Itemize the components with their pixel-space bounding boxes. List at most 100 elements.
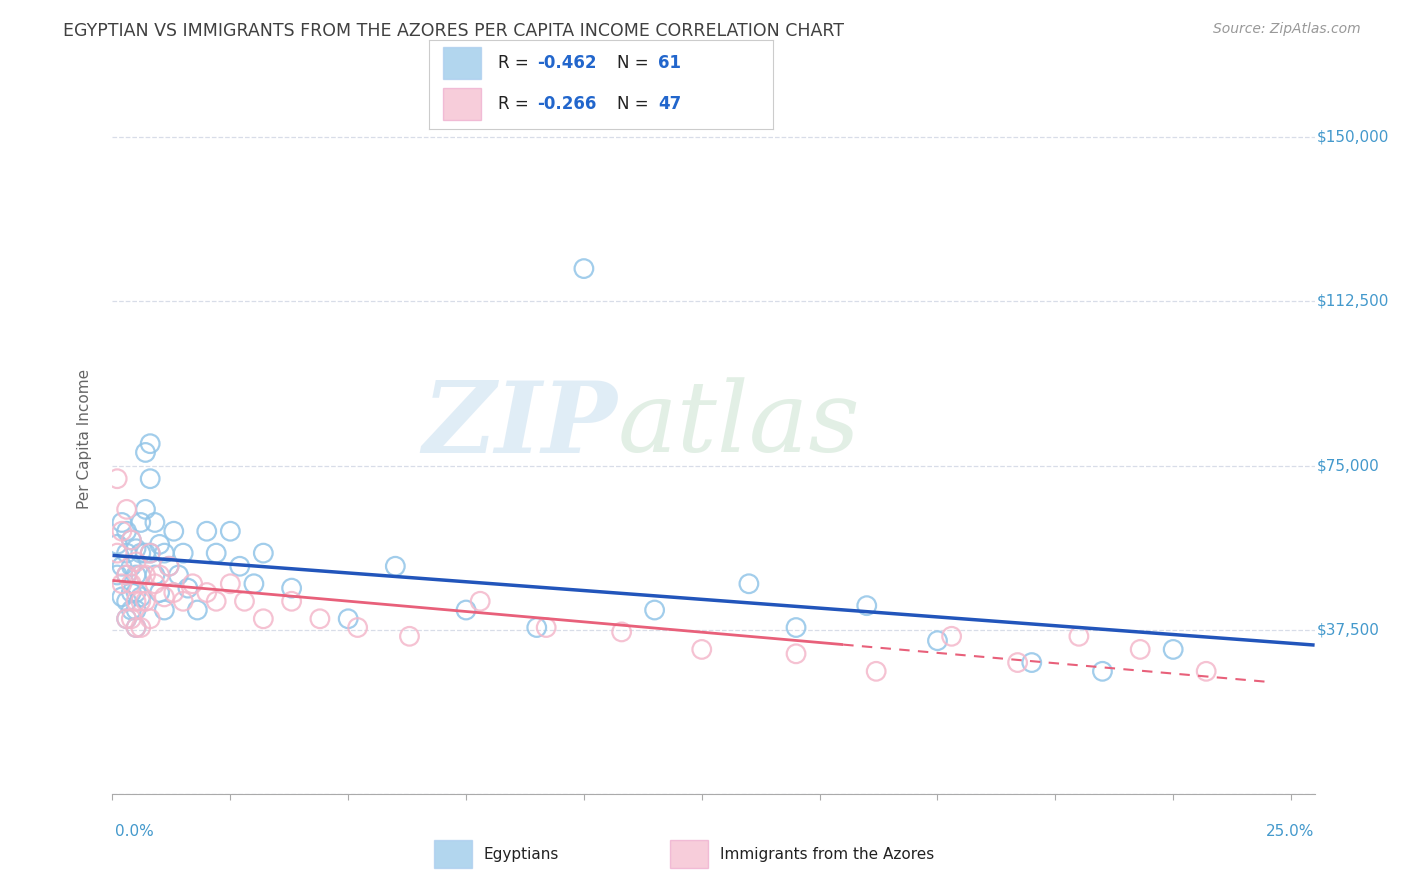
Text: -0.462: -0.462 <box>537 54 596 72</box>
Bar <box>669 840 709 868</box>
Point <box>233 594 256 608</box>
Point <box>139 546 162 560</box>
Point <box>139 546 162 560</box>
Point <box>143 568 166 582</box>
Point <box>139 472 162 486</box>
Text: 0.0%: 0.0% <box>115 824 155 838</box>
Point <box>153 603 176 617</box>
Text: $37,500: $37,500 <box>1317 623 1379 637</box>
Point <box>205 594 228 608</box>
Text: Source: ZipAtlas.com: Source: ZipAtlas.com <box>1213 22 1361 37</box>
Point <box>129 590 152 604</box>
Point <box>572 261 595 276</box>
Point <box>690 642 713 657</box>
Point <box>454 603 477 617</box>
Point <box>111 516 134 530</box>
Bar <box>443 47 481 79</box>
Point <box>309 612 332 626</box>
Y-axis label: Per Capita Income: Per Capita Income <box>77 369 91 509</box>
Point <box>134 445 156 459</box>
Point <box>644 603 666 617</box>
Point <box>153 546 176 560</box>
Point <box>139 612 162 626</box>
Point <box>143 576 166 591</box>
Point <box>134 594 156 608</box>
Point <box>115 524 138 539</box>
Text: ZIP: ZIP <box>422 377 617 474</box>
Point <box>195 585 218 599</box>
Point <box>163 524 186 539</box>
Point <box>526 621 548 635</box>
Point <box>105 546 128 560</box>
Point <box>105 472 128 486</box>
Bar <box>443 88 481 120</box>
Point <box>129 546 152 560</box>
Point <box>280 581 302 595</box>
Point <box>149 568 172 582</box>
Text: 25.0%: 25.0% <box>1267 824 1315 838</box>
Text: Immigrants from the Azores: Immigrants from the Azores <box>720 847 934 862</box>
Point <box>229 559 252 574</box>
Point <box>252 546 274 560</box>
Point <box>1091 665 1114 679</box>
Text: R =: R = <box>498 95 534 113</box>
Point <box>125 603 148 617</box>
Text: Egyptians: Egyptians <box>484 847 560 862</box>
Point <box>865 665 887 679</box>
Point <box>186 603 208 617</box>
Point <box>120 576 142 591</box>
Point <box>1161 642 1184 657</box>
Text: atlas: atlas <box>617 377 860 473</box>
Point <box>167 568 190 582</box>
Point <box>120 603 142 617</box>
Point <box>129 621 152 635</box>
Point <box>153 590 176 604</box>
Point <box>125 594 148 608</box>
Point <box>139 436 162 450</box>
Point <box>177 581 200 595</box>
Point <box>111 590 134 604</box>
Point <box>219 524 242 539</box>
Point <box>157 559 180 574</box>
Bar <box>433 840 472 868</box>
Point <box>125 568 148 582</box>
Point <box>125 585 148 599</box>
Point <box>120 533 142 547</box>
Point <box>120 612 142 626</box>
Point <box>534 621 557 635</box>
Point <box>1007 656 1029 670</box>
Point <box>105 568 128 582</box>
Point <box>115 568 138 582</box>
Point <box>157 559 180 574</box>
Point <box>1129 642 1152 657</box>
Text: 47: 47 <box>658 95 681 113</box>
Text: $112,500: $112,500 <box>1317 294 1389 309</box>
Point <box>195 524 218 539</box>
Point <box>134 568 156 582</box>
Point <box>337 612 360 626</box>
Point <box>219 576 242 591</box>
Point <box>398 629 420 643</box>
Point <box>129 568 152 582</box>
Point <box>1195 665 1218 679</box>
Point <box>163 585 186 599</box>
Point <box>243 576 266 591</box>
Point <box>181 576 204 591</box>
Point <box>115 568 138 582</box>
Point <box>941 629 963 643</box>
Point <box>111 576 134 591</box>
Point <box>129 594 152 608</box>
Text: EGYPTIAN VS IMMIGRANTS FROM THE AZORES PER CAPITA INCOME CORRELATION CHART: EGYPTIAN VS IMMIGRANTS FROM THE AZORES P… <box>63 22 844 40</box>
Point <box>785 647 807 661</box>
Text: N =: N = <box>617 95 654 113</box>
Point <box>1021 656 1043 670</box>
Point <box>129 568 152 582</box>
Point <box>125 555 148 569</box>
Point <box>125 621 148 635</box>
Point <box>252 612 274 626</box>
Point <box>172 546 194 560</box>
Text: -0.266: -0.266 <box>537 95 596 113</box>
Point <box>115 502 138 516</box>
Text: 61: 61 <box>658 54 681 72</box>
Point <box>927 633 949 648</box>
